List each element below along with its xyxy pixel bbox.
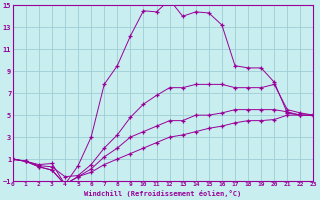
X-axis label: Windchill (Refroidissement éolien,°C): Windchill (Refroidissement éolien,°C) [84, 190, 242, 197]
